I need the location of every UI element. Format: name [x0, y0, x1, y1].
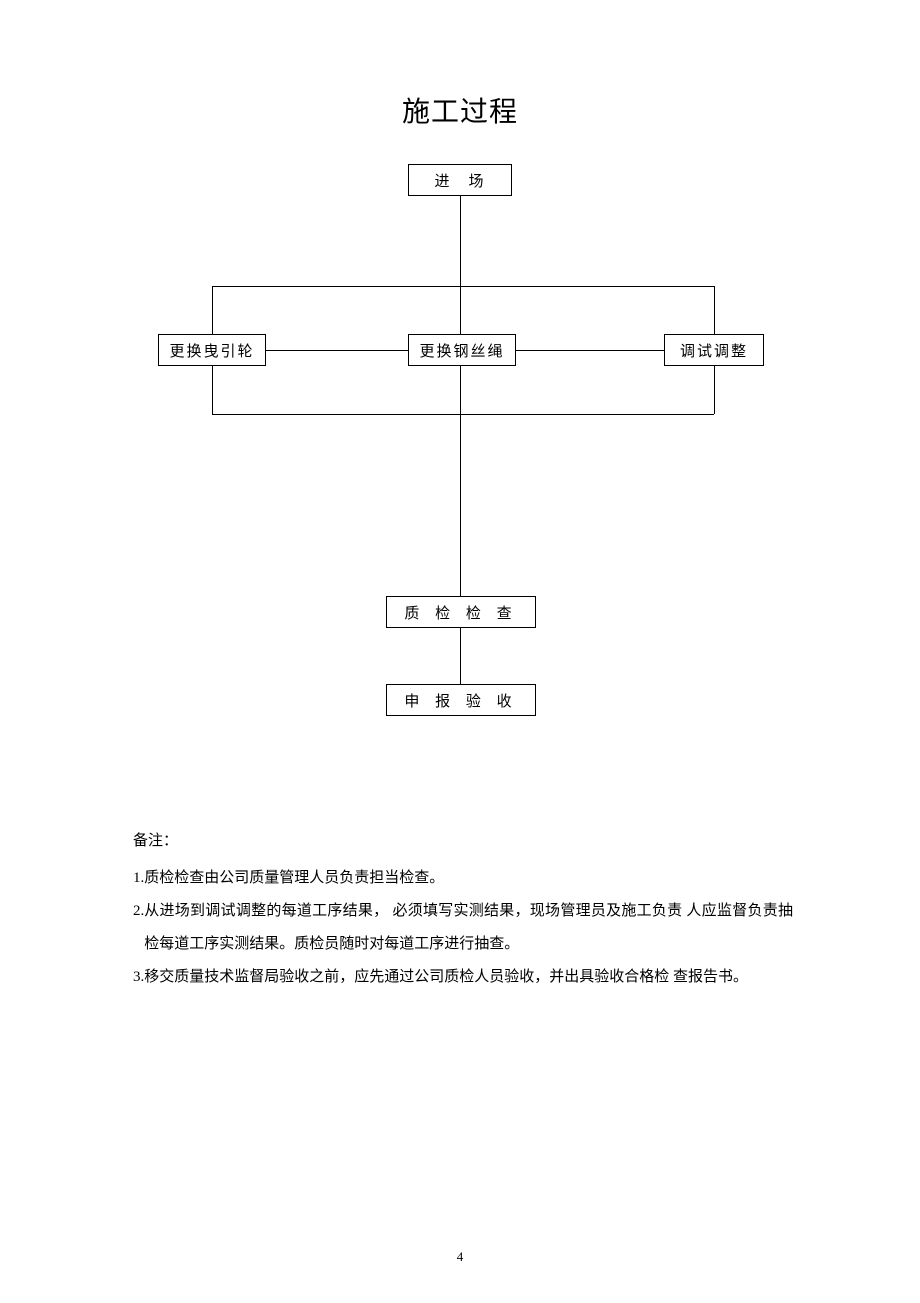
- edge: [460, 414, 461, 596]
- note-item: 2. 从进场到调试调整的每道工序结果， 必须填写实测结果，现场管理员及施工负责 …: [133, 895, 793, 961]
- edge: [516, 350, 664, 351]
- page-title: 施工过程: [0, 90, 920, 130]
- note-text: 从进场到调试调整的每道工序结果， 必须填写实测结果，现场管理员及施工负责 人应监…: [144, 895, 793, 961]
- node-replace-pulley: 更换曳引轮: [158, 334, 266, 366]
- node-apply-acceptance: 申 报 验 收: [386, 684, 536, 716]
- note-text: 质检检查由公司质量管理人员负责担当检查。: [144, 862, 793, 895]
- notes-heading: 备注：: [133, 825, 793, 858]
- note-item: 1. 质检检查由公司质量管理人员负责担当检查。: [133, 862, 793, 895]
- flowchart-canvas: 进 场 更换曳引轮 更换钢丝绳 调试调整 质 检 检 查 申 报 验 收: [0, 160, 920, 780]
- note-number: 1.: [133, 862, 144, 895]
- notes-section: 备注： 1. 质检检查由公司质量管理人员负责担当检查。 2. 从进场到调试调整的…: [133, 825, 793, 994]
- node-enter: 进 场: [408, 164, 512, 196]
- page-number: 4: [0, 1249, 920, 1265]
- edge: [460, 196, 461, 286]
- edge: [460, 628, 461, 684]
- edge: [212, 366, 213, 414]
- edge: [714, 366, 715, 414]
- edge: [266, 350, 408, 351]
- node-replace-rope: 更换钢丝绳: [408, 334, 516, 366]
- node-debug-adjust: 调试调整: [664, 334, 764, 366]
- edge: [714, 286, 715, 334]
- edge: [212, 286, 714, 287]
- edge: [212, 414, 714, 415]
- note-number: 3.: [133, 961, 144, 994]
- edge: [460, 366, 461, 414]
- edge: [212, 286, 213, 334]
- node-quality-check: 质 检 检 查: [386, 596, 536, 628]
- edge: [460, 286, 461, 334]
- note-number: 2.: [133, 895, 144, 928]
- note-item: 3. 移交质量技术监督局验收之前，应先通过公司质检人员验收，并出具验收合格检 查…: [133, 961, 793, 994]
- note-text: 移交质量技术监督局验收之前，应先通过公司质检人员验收，并出具验收合格检 查报告书…: [144, 961, 793, 994]
